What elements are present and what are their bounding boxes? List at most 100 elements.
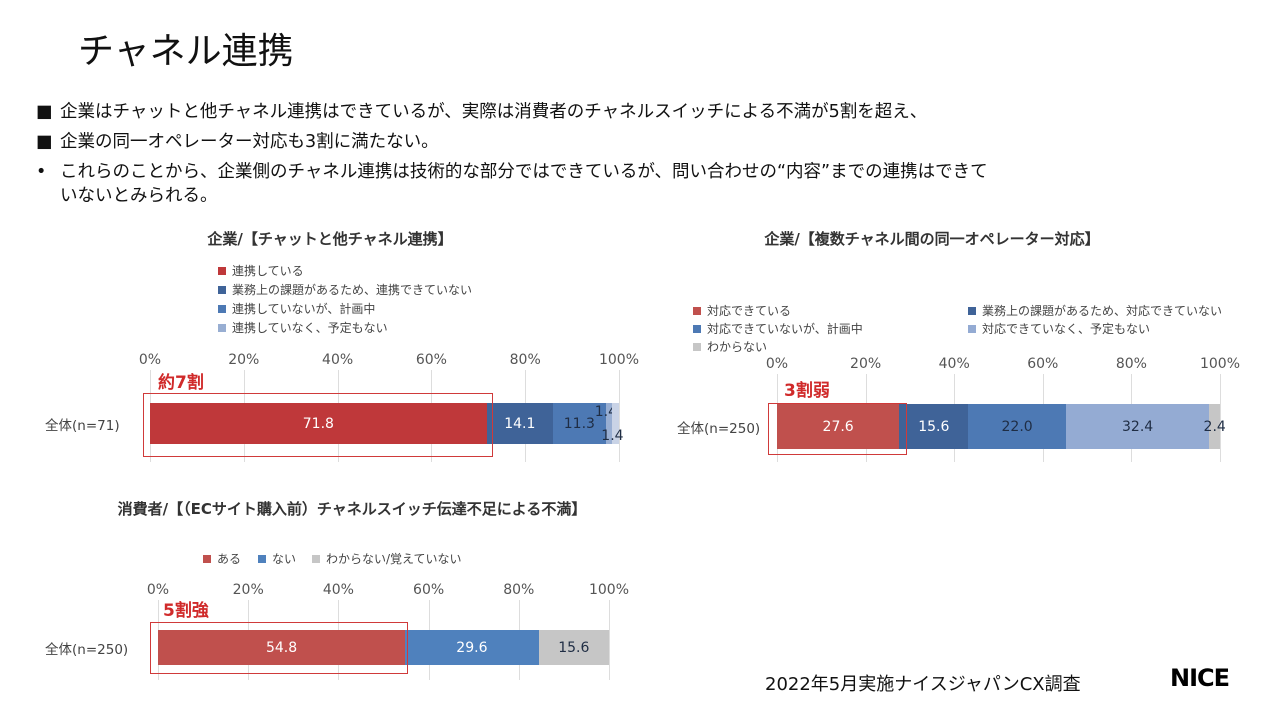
x-tick-label: 0% [138, 352, 162, 368]
legend-label: 対応できていなく、予定もない [982, 322, 1151, 336]
x-tick-label: 80% [509, 352, 541, 368]
legend-swatch [218, 266, 226, 275]
chart-title: 企業/【複数チャネル間の同一オペレーター対応】 [764, 230, 1100, 248]
x-tick-label: 60% [415, 352, 447, 368]
legend-label: 連携していないが、計画中 [232, 302, 376, 316]
highlight-box [143, 393, 493, 457]
category-label: 全体(n=250) [677, 420, 761, 437]
slide-title: チャネル連携 [78, 31, 294, 72]
legend-item: 対応できていないが、計画中 [693, 320, 863, 337]
legend-swatch [218, 323, 226, 332]
data-label: 15.6 [918, 418, 950, 435]
x-tick-label: 100% [1199, 356, 1241, 372]
legend-item: わからない [693, 338, 767, 355]
legend-label: ある [217, 552, 242, 566]
data-label: 14.1 [504, 415, 536, 432]
x-tick-label: 100% [598, 352, 640, 368]
legend-label: 連携していなく、予定もない [232, 321, 388, 335]
x-tick-label: 0% [765, 356, 789, 372]
legend-item: ない [258, 550, 296, 567]
x-tick-label: 40% [322, 582, 354, 598]
legend-swatch [968, 306, 976, 315]
nice-logo: NICE [1170, 664, 1230, 692]
source-note: 2022年5月実施ナイスジャパンCX調査 [765, 674, 1081, 695]
x-tick-label: 60% [1027, 356, 1059, 372]
bullet-marker: • [36, 162, 47, 182]
chart-title: 企業/【チャットと他チャネル連携】 [207, 230, 453, 248]
bar-segment [605, 403, 613, 444]
data-label: 15.6 [558, 639, 590, 656]
legend-swatch [693, 342, 701, 351]
x-tick-label: 60% [413, 582, 445, 598]
bar-segment [1209, 404, 1220, 449]
annotation: 5割強 [163, 601, 209, 621]
x-tick-label: 20% [232, 582, 264, 598]
bullet-marker: ■ [36, 132, 53, 152]
legend-swatch [968, 324, 976, 333]
annotation: 3割弱 [784, 381, 830, 401]
legend-item: 業務上の課題があるため、対応できていない [968, 302, 1222, 319]
legend-label: 連携している [232, 264, 304, 278]
bar-segment [899, 404, 969, 449]
legend-label: 業務上の課題があるため、対応できていない [982, 304, 1223, 318]
x-tick-label: 0% [146, 582, 170, 598]
bullet-text: 企業の同一オペレーター対応も3割に満たない。 [60, 132, 439, 152]
data-label: 1.4 [594, 403, 617, 420]
data-label: 27.6 [822, 418, 854, 435]
data-label: 2.4 [1203, 418, 1226, 435]
legend-item: わからない/覚えていない [312, 550, 461, 567]
legend-item: 業務上の課題があるため、連携できていない [218, 281, 472, 298]
annotation: 約7割 [158, 373, 204, 393]
data-label: 71.8 [302, 415, 334, 432]
bullet-text: いないとみられる。 [60, 186, 218, 206]
bar-segment [612, 403, 619, 444]
legend-item: ある [203, 550, 241, 567]
legend-label: わからない [707, 340, 768, 354]
data-label: 32.4 [1122, 418, 1154, 435]
gridline [619, 370, 620, 462]
gridline [609, 600, 610, 680]
x-tick-label: 80% [1115, 356, 1147, 372]
data-label: 1.4 [601, 427, 624, 444]
gridline [1220, 374, 1221, 462]
legend-item: 連携していなく、予定もない [218, 319, 388, 336]
data-label: 22.0 [1001, 418, 1033, 435]
bar-segment [486, 403, 553, 444]
bullet: ■ 企業はチャットと他チャネル連携はできているが、実際は消費者のチャネルスイッチに… [36, 98, 927, 123]
x-tick-label: 40% [322, 352, 354, 368]
legend-swatch [693, 306, 701, 315]
legend-item: 対応できていなく、予定もない [968, 320, 1150, 337]
x-tick-label: 80% [503, 582, 535, 598]
bar-segment [158, 630, 406, 665]
bullet: いないとみられる。 [36, 182, 218, 207]
bar-segment [552, 403, 606, 444]
legend-label: 業務上の課題があるため、連携できていない [232, 283, 473, 297]
legend-label: 対応できていないが、計画中 [707, 322, 863, 336]
x-tick-label: 100% [588, 582, 630, 598]
legend-swatch [693, 324, 701, 333]
bar-segment [777, 404, 900, 449]
bullet-marker: ■ [36, 102, 53, 122]
chart-title: 消費者/【（ECサイト購入前）チャネルスイッチ伝達不足による不満】 [117, 500, 587, 518]
legend-item: 連携していないが、計画中 [218, 300, 375, 317]
bullet: • これらのことから、企業側のチャネル連携は技術的な部分ではできているが、問い合わ… [36, 158, 988, 183]
bullet-text: 企業はチャットと他チャネル連携はできているが、実際は消費者のチャネルスイッチによ… [60, 102, 928, 122]
x-tick-label: 20% [228, 352, 260, 368]
x-tick-label: 40% [938, 356, 970, 372]
legend-swatch [312, 554, 320, 563]
legend-item: 対応できている [693, 302, 791, 319]
bar-segment [405, 630, 539, 665]
bullet-text: これらのことから、企業側のチャネル連携は技術的な部分ではできているが、問い合わせ… [60, 162, 988, 182]
legend-swatch [203, 554, 211, 563]
legend-label: わからない/覚えていない [326, 552, 462, 566]
x-tick-label: 20% [850, 356, 882, 372]
legend-swatch [218, 285, 226, 294]
bar-segment [968, 404, 1066, 449]
bar-segment [1065, 404, 1210, 449]
legend-swatch [258, 554, 266, 563]
legend-swatch [218, 304, 226, 313]
legend-label: 対応できている [707, 304, 792, 318]
data-label: 11.3 [563, 415, 595, 432]
highlight-box [768, 403, 907, 455]
